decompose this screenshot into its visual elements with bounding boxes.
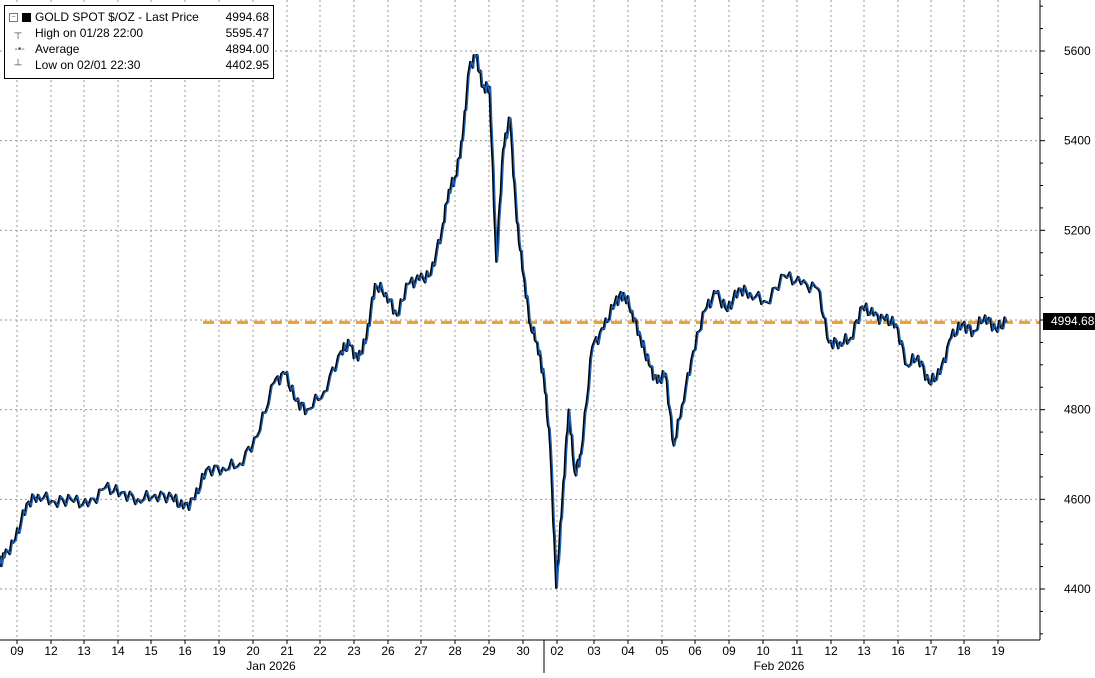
x-tick-label: 09	[10, 644, 24, 658]
price-line	[0, 54, 1008, 589]
legend-low-value: 4402.95	[225, 58, 269, 72]
legend-low-row: ┴ Low on 02/01 22:30 4402.95	[9, 57, 269, 73]
x-tick-label: 12	[44, 644, 58, 658]
x-tick-label: 23	[347, 644, 361, 658]
x-tick-label: 21	[280, 644, 294, 658]
x-tick-label: 12	[824, 644, 838, 658]
x-tick-label: 20	[246, 644, 260, 658]
x-tick-label: 30	[516, 644, 530, 658]
y-tick-label: 5400	[1064, 134, 1091, 148]
x-tick-label: 29	[482, 644, 496, 658]
legend-title-row: − GOLD SPOT $/OZ - Last Price 4994.68	[9, 9, 269, 25]
legend-average-value: 4894.00	[225, 42, 269, 56]
chart-legend: − GOLD SPOT $/OZ - Last Price 4994.68 ┬ …	[4, 5, 274, 79]
y-tick-label: 4800	[1064, 403, 1091, 417]
x-tick-label: 16	[178, 644, 192, 658]
x-tick-label: 03	[587, 644, 601, 658]
x-tick-label: 04	[621, 644, 635, 658]
legend-high-value: 5595.47	[225, 26, 269, 40]
month-label: Feb 2026	[754, 659, 805, 673]
series-swatch-icon	[22, 12, 31, 22]
x-tick-label: 22	[313, 644, 327, 658]
x-tick-label: 06	[688, 644, 702, 658]
x-tick-label: 26	[381, 644, 395, 658]
last-price-tag: 4994.68	[1043, 313, 1095, 331]
legend-title: GOLD SPOT $/OZ - Last Price	[35, 10, 199, 24]
x-tick-label: 10	[756, 644, 770, 658]
month-label: Jan 2026	[246, 659, 296, 673]
y-tick-label: 5600	[1064, 44, 1091, 58]
legend-high-label: High on 01/28 22:00	[35, 26, 144, 40]
x-tick-label: 05	[655, 644, 669, 658]
legend-high-row: ┬ High on 01/28 22:00 5595.47	[9, 25, 269, 41]
x-tick-label: 19	[212, 644, 226, 658]
legend-low-label: Low on 02/01 22:30	[35, 58, 141, 72]
x-tick-label: 15	[144, 644, 158, 658]
x-tick-label: 14	[111, 644, 125, 658]
x-tick-label: 11	[791, 644, 804, 658]
x-tick-label: 17	[924, 644, 938, 658]
x-tick-label: 02	[550, 644, 564, 658]
x-tick-label: 27	[414, 644, 428, 658]
x-tick-label: 19	[991, 644, 1005, 658]
legend-average-row: -•- Average 4894.00	[9, 41, 269, 57]
x-tick-label: 18	[957, 644, 971, 658]
x-tick-label: 16	[891, 644, 905, 658]
y-tick-label: 4600	[1064, 492, 1091, 506]
x-tick-label: 09	[722, 644, 736, 658]
y-tick-label: 4400	[1064, 582, 1091, 596]
x-tick-label: 28	[448, 644, 462, 658]
legend-average-label: Average	[35, 42, 80, 56]
x-tick-label: 13	[77, 644, 91, 658]
low-marker-icon: ┴	[9, 59, 22, 71]
average-marker-icon: -•-	[9, 43, 25, 55]
high-marker-icon: ┬	[9, 27, 22, 39]
y-tick-label: 5200	[1064, 223, 1091, 237]
x-tick-label: 13	[857, 644, 871, 658]
collapse-icon[interactable]: −	[9, 12, 18, 22]
legend-last-price: 4994.68	[225, 10, 269, 24]
